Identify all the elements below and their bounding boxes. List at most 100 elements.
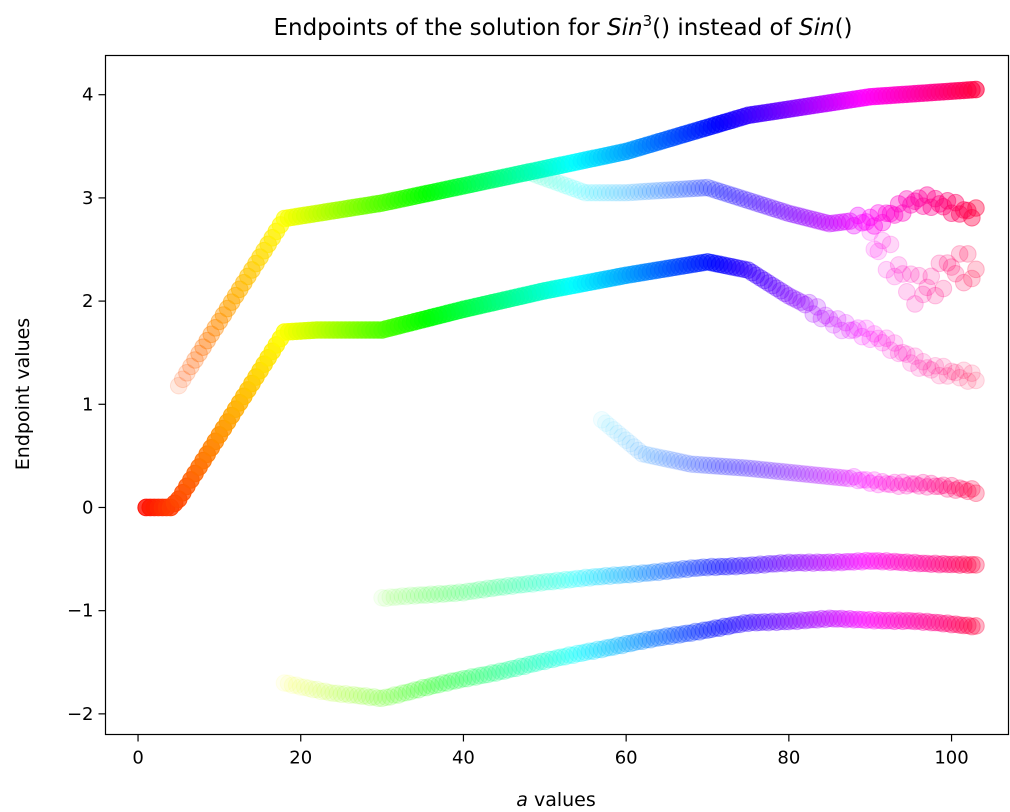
data-point <box>719 185 737 203</box>
data-point <box>666 180 684 199</box>
chart-title-prefix: Endpoints of the solution for <box>273 15 607 41</box>
data-point <box>865 217 884 235</box>
data-point <box>597 566 615 585</box>
data-point <box>755 271 774 290</box>
data-point <box>531 574 550 592</box>
data-point <box>605 638 623 656</box>
data-point <box>454 583 473 602</box>
data-point <box>633 632 652 651</box>
data-point <box>877 260 896 279</box>
data-point <box>771 462 790 481</box>
data-point <box>784 464 802 482</box>
data-point <box>849 471 867 490</box>
data-point <box>385 588 404 607</box>
data-point <box>601 567 619 586</box>
data-point <box>946 481 965 499</box>
data-point <box>820 609 839 628</box>
data-point <box>694 558 713 576</box>
data-point <box>784 611 802 630</box>
data-point <box>808 298 827 316</box>
data-point <box>824 214 843 232</box>
data-point <box>637 630 656 649</box>
data-point <box>714 617 733 636</box>
data-point <box>942 615 961 634</box>
data-point <box>633 182 652 201</box>
data-point <box>178 364 196 382</box>
data-point <box>556 647 574 666</box>
data-point <box>592 183 611 202</box>
data-point <box>601 638 619 657</box>
data-point <box>938 254 957 272</box>
data-point <box>588 183 607 202</box>
data-point <box>670 452 688 471</box>
data-point <box>885 206 904 224</box>
data-point <box>922 267 941 286</box>
data-point <box>967 617 985 635</box>
data-point <box>405 587 424 605</box>
data-point <box>731 556 749 575</box>
data-point <box>800 611 818 629</box>
data-point <box>816 306 835 325</box>
data-point <box>727 615 745 634</box>
data-point <box>560 646 579 664</box>
data-point <box>784 289 802 307</box>
data-point <box>743 459 762 478</box>
data-point <box>450 583 469 601</box>
data-point <box>389 588 408 606</box>
data-point <box>686 179 705 198</box>
data-point <box>881 611 900 630</box>
data-point <box>845 467 863 486</box>
data-point <box>666 451 684 470</box>
data-point <box>483 579 501 598</box>
data-point <box>775 463 794 481</box>
data-point <box>828 310 847 328</box>
data-point <box>198 331 216 350</box>
data-point <box>633 445 652 463</box>
data-point <box>605 183 623 202</box>
data-point <box>735 557 753 575</box>
data-point <box>792 207 810 226</box>
data-point <box>560 178 579 196</box>
data-point <box>930 254 949 273</box>
data-point <box>889 195 908 213</box>
data-point <box>438 584 456 603</box>
data-point <box>637 564 656 582</box>
data-point <box>194 338 212 356</box>
data-point <box>617 565 635 584</box>
data-point <box>881 204 900 223</box>
data-point <box>898 611 916 630</box>
data-point <box>775 612 794 631</box>
data-point <box>662 451 680 469</box>
data-point <box>714 457 733 476</box>
chart-title-exponent: 3 <box>643 12 653 30</box>
data-point <box>649 448 668 467</box>
data-point <box>548 571 566 590</box>
chart-title-func1: Sin <box>607 15 643 41</box>
data-point <box>759 461 778 480</box>
data-point <box>576 643 595 662</box>
data-point <box>495 662 513 680</box>
data-point <box>519 574 538 593</box>
data-point <box>898 190 916 208</box>
data-point <box>426 676 444 695</box>
data-point <box>853 610 871 629</box>
data-point <box>316 682 334 701</box>
x-tick-label: 100 <box>934 748 968 769</box>
data-point <box>182 357 200 376</box>
data-point <box>959 201 977 220</box>
data-point <box>169 376 188 395</box>
data-point <box>910 189 928 208</box>
data-point <box>548 173 566 192</box>
data-point <box>739 614 757 633</box>
data-point <box>881 475 900 494</box>
data-point <box>568 181 587 199</box>
data-point <box>796 554 814 572</box>
data-point <box>470 666 489 685</box>
data-point <box>959 482 977 501</box>
data-point <box>865 325 884 343</box>
data-point <box>694 456 713 474</box>
data-point <box>893 612 912 631</box>
data-point <box>914 285 932 304</box>
data-point <box>869 475 888 494</box>
data-point <box>418 586 436 604</box>
